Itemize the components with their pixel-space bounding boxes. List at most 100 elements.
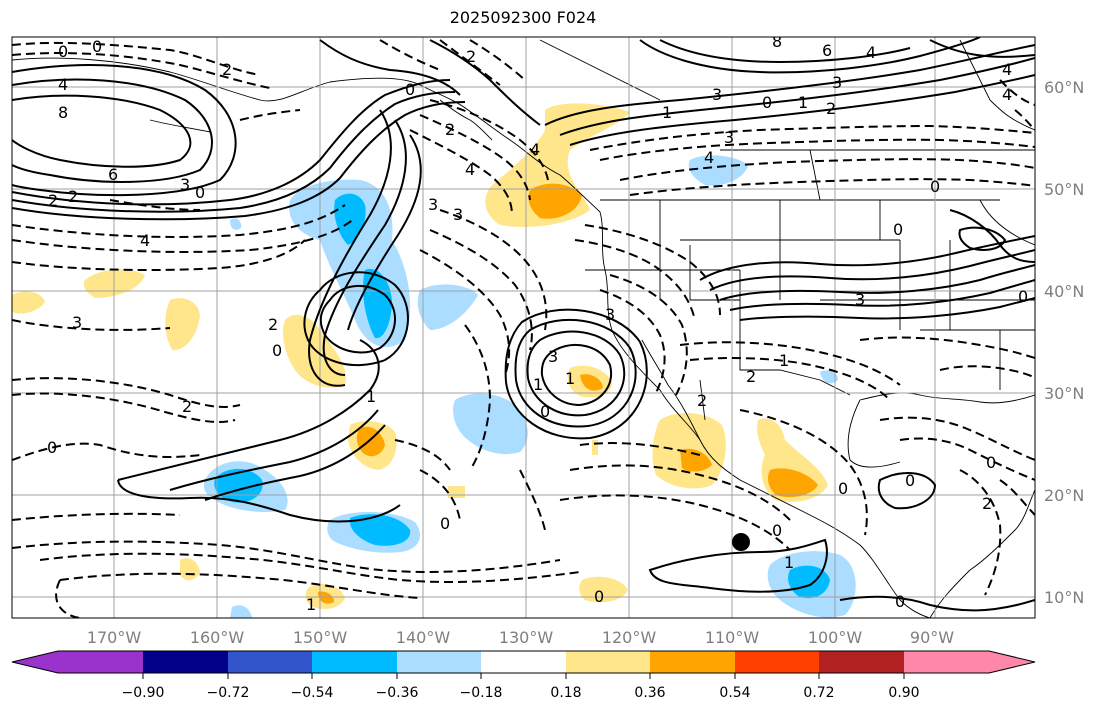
colorbar-tick-label: −0.72	[207, 685, 250, 701]
colorbar-tick-label: 0.54	[719, 685, 750, 701]
contour-label: 4	[1002, 85, 1012, 104]
shade-positive-region	[680, 448, 712, 472]
longitude-label: 120°W	[602, 628, 657, 647]
shade-positive-region	[528, 183, 582, 219]
contour-label: 1	[366, 387, 376, 406]
colorbar-segment	[904, 651, 990, 673]
contour-label: 4	[866, 43, 876, 62]
contour-label: 2	[445, 120, 455, 139]
contour-label: 2	[697, 391, 707, 410]
contour-label: 0	[895, 592, 905, 611]
colorbar-tick-label: 0.18	[550, 685, 581, 701]
contour-label: 1	[779, 351, 789, 370]
latitude-label: 10°N	[1044, 588, 1084, 607]
contour-label: 2	[982, 494, 992, 513]
colorbar-extend-high	[989, 651, 1035, 673]
shade-positive-region	[12, 291, 45, 314]
shade-negative-region	[417, 284, 478, 330]
contour-label: 2	[182, 397, 192, 416]
shade-negative-region	[688, 155, 748, 186]
solid-contours	[12, 37, 1035, 612]
contour-label: 4	[530, 140, 540, 159]
contour-label: 3	[548, 347, 558, 366]
longitude-label: 140°W	[396, 628, 451, 647]
longitude-label: 100°W	[808, 628, 863, 647]
latitude-label: 50°N	[1044, 180, 1084, 199]
map-title: 2025092300 F024	[449, 8, 597, 27]
contour-label: 2	[268, 315, 278, 334]
dashed-contours	[12, 39, 1035, 618]
colorbar-segment	[58, 651, 144, 673]
contour-label: 0	[762, 93, 772, 112]
contour-label: 2	[746, 367, 756, 386]
contour-label: 0	[905, 471, 915, 490]
colorbar: −0.90 −0.72 −0.54 −0.36 −0.18 0.18 0.36 …	[11, 650, 1036, 701]
contour-label: 0	[893, 220, 903, 239]
contour-label: 8	[772, 32, 782, 51]
longitude-label: 150°W	[293, 628, 348, 647]
colorbar-segment	[312, 651, 398, 673]
colorbar-segment	[650, 651, 736, 673]
contour-label: 1	[565, 369, 575, 388]
colorbar-tick-label: −0.54	[291, 685, 334, 701]
contour-label: 3	[832, 73, 842, 92]
shade-positive-region	[448, 486, 465, 498]
colorbar-extend-low	[12, 651, 58, 673]
contour-label: 3	[428, 195, 438, 214]
shade-positive-region	[580, 374, 603, 391]
contour-label: 2	[222, 60, 232, 79]
shade-negative-region	[230, 605, 252, 618]
contour-label: 1	[798, 93, 808, 112]
longitude-label: 130°W	[499, 628, 554, 647]
contour-label: 0	[772, 521, 782, 540]
shade-negative-region	[334, 193, 366, 245]
colorbar-tick-label: 0.72	[803, 685, 834, 701]
contour-label: 4	[1002, 60, 1012, 79]
contour-label: 6	[822, 41, 832, 60]
contour-label: 0	[195, 183, 205, 202]
contour-label: 3	[855, 290, 865, 309]
contour-label: 8	[58, 103, 68, 122]
contour-label: 4	[704, 148, 714, 167]
shade-negative-region	[453, 393, 528, 455]
shade-negative-region	[820, 370, 838, 384]
shade-positive-region	[579, 576, 628, 603]
colorbar-tick-label: −0.18	[460, 685, 503, 701]
contour-label: 3	[453, 205, 463, 224]
longitude-axis: 170°W 160°W 150°W 140°W 130°W 120°W 110°…	[87, 628, 954, 647]
shade-negative-region	[230, 218, 242, 230]
contour-label: 0	[986, 453, 996, 472]
contour-label: 1	[306, 595, 316, 614]
longitude-label: 160°W	[190, 628, 245, 647]
colorbar-outline	[11, 650, 1036, 674]
colorbar-segment	[143, 651, 229, 673]
contour-label: 0	[440, 514, 450, 533]
contour-label: 2	[48, 191, 58, 210]
contour-label: 0	[1018, 287, 1028, 306]
colorbar-tick-label: −0.36	[376, 685, 419, 701]
contour-label: 0	[92, 37, 102, 56]
contour-label: 0	[594, 587, 604, 606]
shade-positive-region	[165, 298, 200, 351]
latitude-label: 60°N	[1044, 78, 1084, 97]
shade-negative-region	[363, 269, 392, 339]
colorbar-segment	[228, 651, 314, 673]
latitude-label: 20°N	[1044, 486, 1084, 505]
colorbar-segment	[819, 651, 905, 673]
contour-label: 0	[47, 438, 57, 457]
contour-label: 2	[826, 99, 836, 118]
contour-label: 4	[140, 231, 150, 250]
location-marker	[732, 533, 750, 551]
shade-negative-region	[788, 565, 830, 599]
contour-labels: 0 0 2 4 8 6 2 2 3 0 4 3 2 2 0 1 3 2 0 4	[47, 32, 1028, 614]
latitude-axis: 60°N 50°N 40°N 30°N 20°N 10°N	[1044, 78, 1084, 607]
contour-label: 4	[58, 75, 68, 94]
colorbar-ticks	[142, 673, 905, 679]
colorbar-tick-label: 0.90	[888, 685, 919, 701]
colorbar-segment	[481, 651, 567, 673]
contour-label: 1	[662, 103, 672, 122]
map-frame	[11, 36, 1036, 619]
contour-label: 0	[838, 479, 848, 498]
contour-label: 0	[272, 341, 282, 360]
